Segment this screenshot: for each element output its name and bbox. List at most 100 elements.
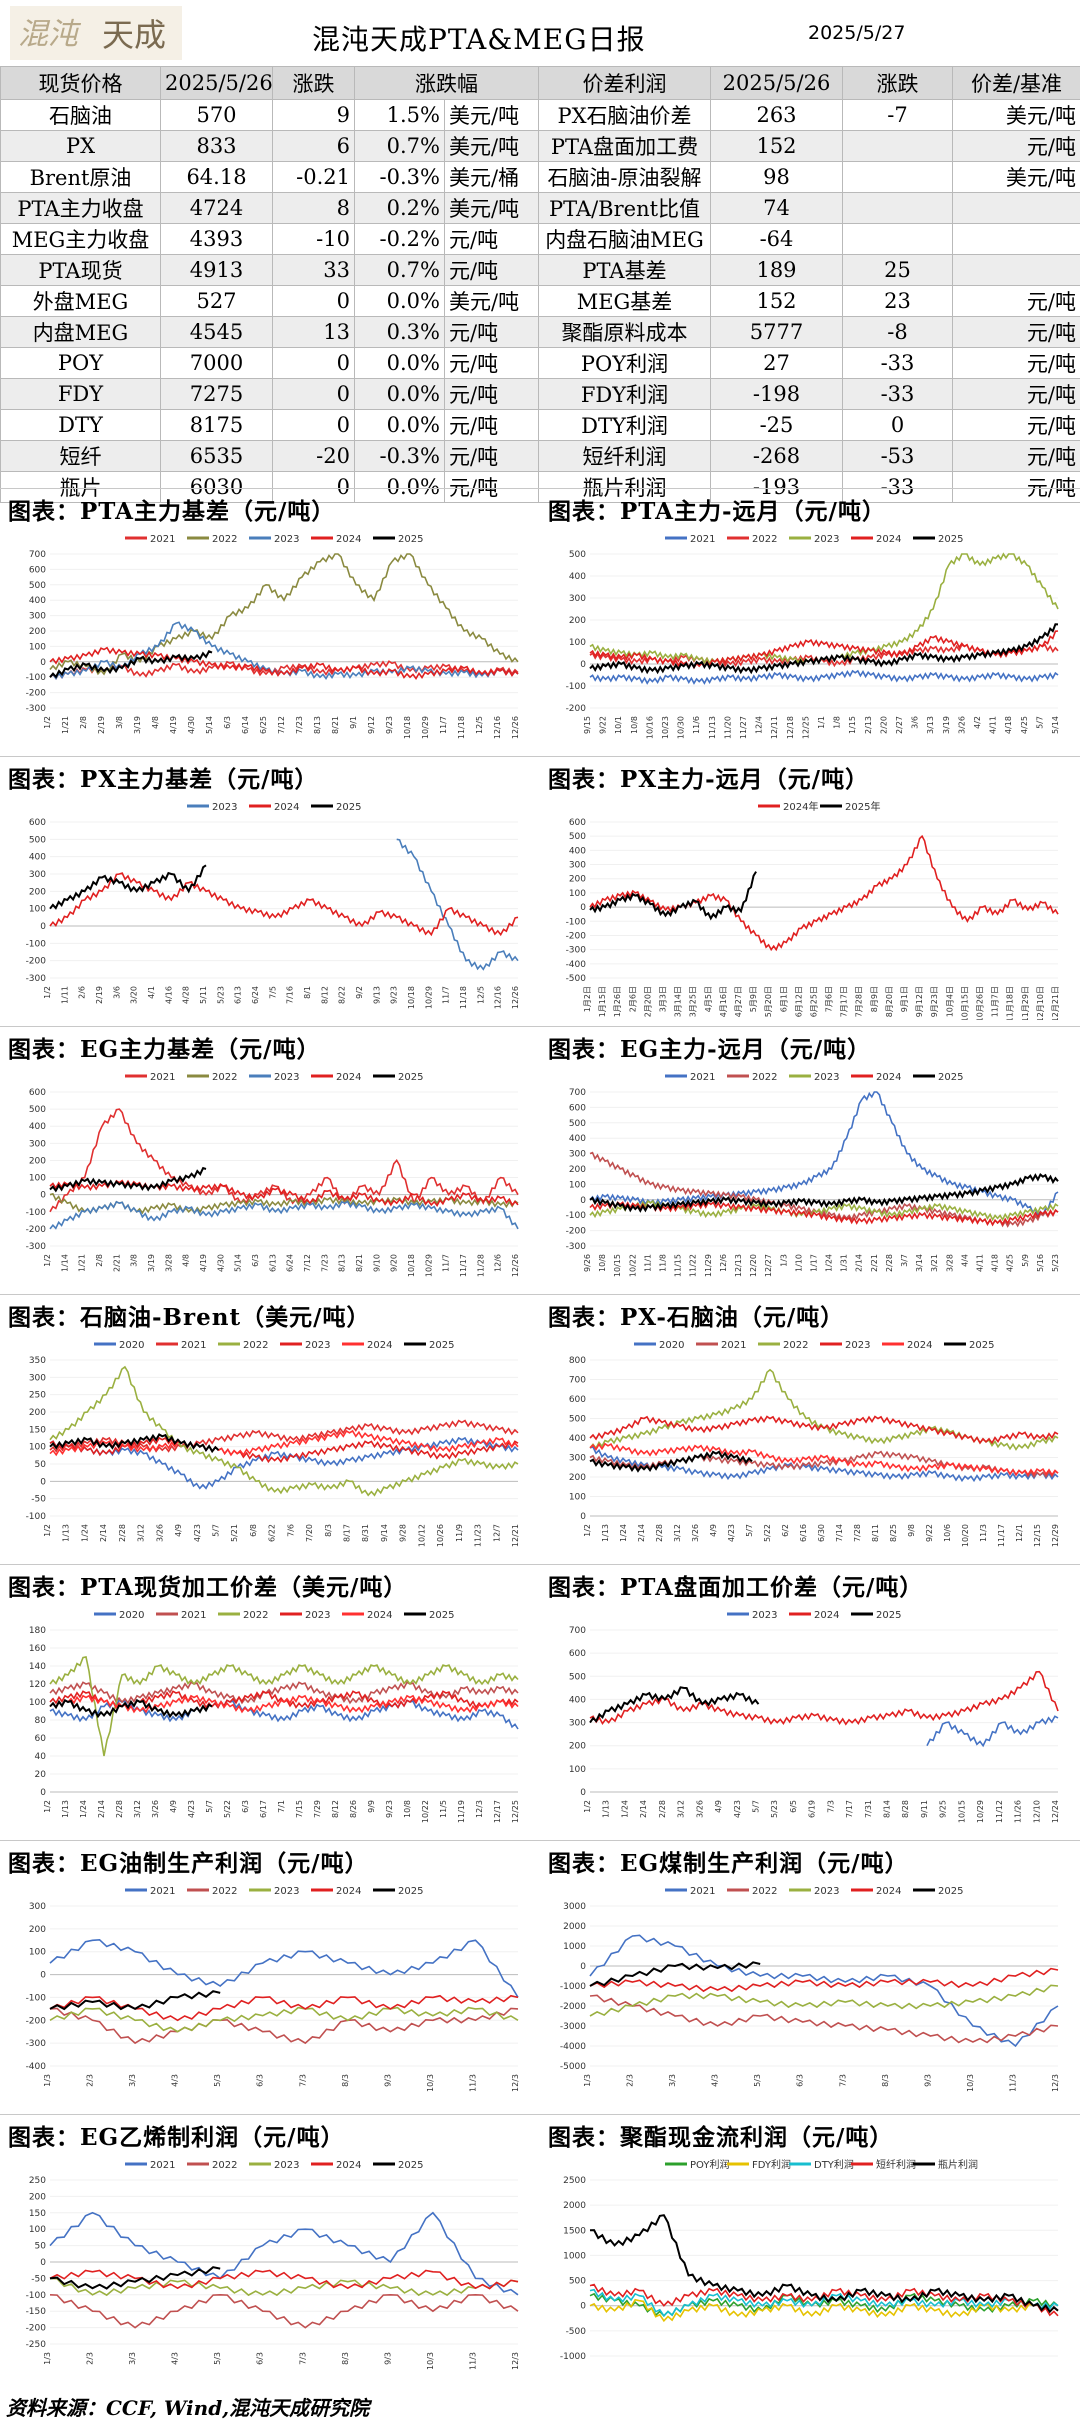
x-tick-label: 2/27 (895, 716, 904, 734)
series-line (49, 2293, 519, 2329)
y-tick-label: -100 (26, 1208, 47, 1218)
table-cell: PTA/Brent比值 (538, 192, 711, 224)
table-cell: 0.2% (354, 192, 445, 224)
table-cell: 4913 (160, 254, 273, 286)
x-tick-label: 6/3 (256, 2352, 265, 2365)
y-tick-label: 3000 (563, 1902, 586, 1912)
x-tick-label: 6/3 (223, 716, 232, 729)
x-tick-label: 1/31 (840, 1254, 849, 1272)
table-cell: PTA基差 (538, 254, 711, 286)
x-tick-label: 1/24 (80, 1524, 89, 1542)
x-tick-label: 4月5日 (704, 986, 713, 1012)
x-tick-label: 9/3 (383, 2074, 392, 2087)
x-tick-label: 12/26 (511, 1254, 520, 1277)
table-cell: 外盘MEG (0, 285, 161, 317)
x-tick-label: 7/6 (286, 1524, 295, 1537)
series-line (49, 1698, 213, 1719)
x-tick-label: 1/3 (583, 2074, 592, 2087)
series-line (589, 2298, 1059, 2323)
x-tick-label: 11/27 (739, 716, 748, 739)
series-line (49, 1429, 519, 1457)
y-tick-label: 200 (569, 875, 586, 885)
legend-label: 2021 (181, 1610, 206, 1621)
table-cell: 美元/吨 (952, 99, 1080, 131)
series-line (589, 1686, 760, 1724)
x-tick-label: 11月18日 (1006, 986, 1015, 1020)
y-tick-label: 100 (569, 889, 586, 899)
y-tick-label: -3000 (560, 2022, 586, 2032)
legend-label: 2021 (690, 534, 715, 545)
table-cell: -10 (272, 223, 355, 255)
x-tick-label: 1/24 (620, 1800, 629, 1818)
y-tick-label: 0 (40, 658, 46, 668)
chart-section: 图表：EG主力基差（元/吨） 2021 2022 2023 2024 2025 600 500… (0, 1026, 540, 1294)
series-line (49, 2277, 519, 2297)
table-cell: DTY利润 (538, 409, 711, 441)
x-tick-label: 12/10 (1032, 1800, 1041, 1823)
x-tick-label: 4/2 (973, 716, 982, 729)
legend-label: 2023 (814, 1886, 839, 1897)
table-cell: 美元/吨 (444, 192, 539, 224)
y-tick-label: 100 (29, 1443, 46, 1453)
x-tick-label: 1/2 (583, 1800, 592, 1813)
y-tick-label: 300 (569, 1719, 586, 1729)
x-tick-label: 9/20 (390, 1254, 399, 1272)
table-cell: -8 (842, 316, 953, 348)
table-cell: -53 (842, 440, 953, 472)
x-tick-label: 9/22 (599, 716, 608, 734)
y-tick-label: 100 (29, 1174, 46, 1184)
chart-title: 图表：EG主力基差（元/吨） (8, 1036, 321, 1063)
series-line (49, 2269, 519, 2290)
legend-label: 2024 (907, 1340, 932, 1351)
series-line (926, 1715, 1059, 1748)
x-tick-label: 11/29 (704, 1254, 713, 1277)
x-tick-label: 4/28 (182, 986, 191, 1004)
y-tick-label: 120 (29, 1680, 46, 1690)
x-tick-label: 4/9 (169, 1800, 178, 1813)
x-tick-label: 12月21日 (1051, 986, 1060, 1020)
y-tick-label: 500 (29, 581, 46, 591)
x-tick-label: 10/3 (426, 2074, 435, 2092)
header-spot-price: 现货价格 (0, 66, 161, 100)
x-tick-label: 12/5 (476, 986, 485, 1004)
y-tick-label: 1500 (563, 2226, 586, 2236)
x-tick-label: 5/7 (205, 1800, 214, 1813)
table-cell: 元/吨 (952, 378, 1080, 410)
series-line (589, 1368, 1059, 1451)
x-tick-label: 4/9 (714, 1800, 723, 1813)
y-tick-label: 0 (580, 903, 586, 913)
x-tick-label: 9/3 (383, 2352, 392, 2365)
table-cell: 189 (710, 254, 843, 286)
x-tick-label: 4/25 (1006, 1254, 1015, 1272)
x-tick-label: 9月12日 (915, 986, 924, 1017)
x-tick-label: 10/29 (421, 716, 430, 739)
chart-title: 图表：EG煤制生产利润（元/吨） (548, 1850, 909, 1877)
x-tick-label: 11/18 (457, 716, 466, 739)
table-row: DTY 8175 0 0.0% 元/吨 DTY利润 -25 0 元/吨 (0, 409, 1080, 441)
legend-label: POY利润 (690, 2158, 729, 2171)
y-tick-label: -100 (26, 673, 47, 683)
table-cell: 6030 (160, 471, 273, 503)
legend-label: 2023 (814, 534, 839, 545)
x-tick-label: 10/23 (661, 716, 670, 739)
legend-label: 2025 (938, 1886, 963, 1897)
x-tick-label: 5月9日 (749, 986, 758, 1012)
table-cell: -0.21 (272, 161, 355, 193)
x-tick-label: 4/30 (187, 716, 196, 734)
y-tick-label: 500 (569, 2277, 586, 2287)
table-cell: 152 (710, 285, 843, 317)
price-table: 现货价格 2025/5/26 涨跌 涨跌幅 价差利润 2025/5/26 涨跌 … (0, 66, 1080, 503)
x-tick-label: 1/2 (43, 1524, 52, 1537)
y-tick-label: 1000 (563, 1942, 586, 1952)
y-tick-label: -100 (26, 1512, 47, 1522)
series-line (49, 1656, 519, 1757)
x-tick-label: 10/3 (426, 2352, 435, 2370)
x-tick-label: 10/18 (407, 1254, 416, 1277)
x-tick-label: 1月2日 (583, 986, 592, 1012)
x-tick-label: 7/3 (298, 2074, 307, 2087)
table-cell: PTA盘面加工费 (538, 130, 711, 162)
table-cell: 6535 (160, 440, 273, 472)
x-tick-label: 7/3 (298, 2352, 307, 2365)
chart-title: 图表：PX主力基差（元/吨） (8, 766, 319, 793)
legend-label: 2022 (243, 1610, 268, 1621)
